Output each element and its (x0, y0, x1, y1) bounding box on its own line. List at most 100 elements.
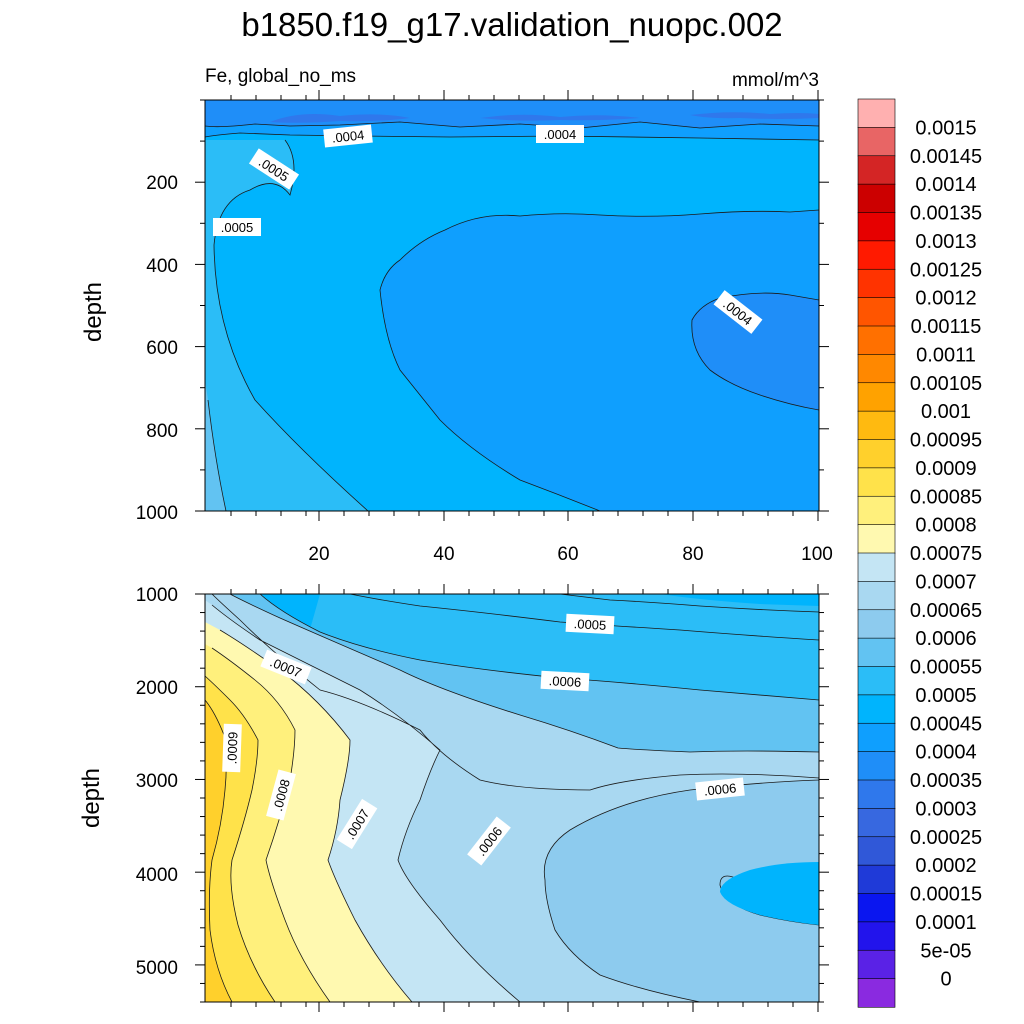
colorbar-box (857, 467, 896, 497)
colorbar-box (857, 183, 896, 214)
upper-ytick-label-400: 400 (146, 256, 178, 277)
upper-xtick-label-100: 100 (801, 544, 833, 565)
upper-contour-label-2: .0005 (248, 148, 300, 190)
colorbar-label: 0.00105 (910, 373, 982, 395)
svg-text:.0004: .0004 (331, 127, 365, 145)
upper-contour-label-1: .0004 (536, 125, 584, 143)
colorbar-label: 0 (940, 969, 951, 991)
colorbar-box (857, 127, 896, 157)
lower-contour-label-4: .0008 (266, 769, 296, 821)
colorbar-box (857, 524, 896, 554)
colorbar-label: 0.0002 (915, 855, 976, 877)
upper-y-ticks (195, 99, 829, 512)
colorbar-label: 0.0005 (915, 685, 976, 707)
colorbar-box (857, 268, 896, 299)
upper-fill-0p00035-pocket (691, 293, 819, 410)
subtitle-right: mmol/m^3 (732, 70, 819, 91)
colorbar-box (857, 637, 896, 668)
colorbar-label: 0.00035 (910, 770, 982, 792)
colorbar-label: 0.0008 (915, 515, 976, 537)
upper-fill-0p0004-interior (380, 210, 819, 511)
lower-contour-label-7: .0006 (695, 777, 745, 801)
colorbar-label: 0.00015 (910, 884, 982, 906)
colorbar-box (857, 439, 896, 469)
upper-tick-marks (230, 90, 819, 521)
colorbar-label: 0.0015 (915, 117, 976, 139)
upper-ytick-label-200: 200 (146, 173, 178, 194)
colorbar-label: 0.00145 (910, 146, 982, 168)
colorbar-box (857, 495, 896, 526)
colorbar-box (857, 978, 896, 1008)
subtitle-left: Fe, global_no_ms (205, 66, 356, 87)
colorbar-box (857, 751, 896, 781)
colorbar-box (857, 949, 896, 980)
upper-fill-0p0005-left (205, 140, 368, 511)
colorbar: 0.0015 0.00145 0.0014 0.00135 0.0013 0.00125 0… (857, 98, 982, 1008)
upper-ytick-label-600: 600 (146, 338, 178, 359)
colorbar-box (857, 212, 896, 242)
colorbar-label: 0.0004 (915, 742, 976, 764)
colorbar-label: 0.0011 (916, 344, 976, 366)
lower-ylabel: depth (78, 768, 105, 828)
colorbar-box (857, 354, 896, 384)
upper-fill-0p0003-streaks (270, 112, 819, 123)
upper-xtick-label-40: 40 (433, 544, 454, 565)
colorbar-label: 0.00095 (910, 430, 982, 452)
colorbar-box (857, 297, 896, 327)
colorbar-label: 0.00135 (910, 203, 982, 225)
colorbar-box (857, 325, 896, 355)
colorbar-box (857, 98, 896, 128)
lower-contour-field (205, 594, 819, 1002)
colorbar-box (857, 893, 896, 923)
lower-contour-label-2: .0006 (540, 670, 590, 692)
lower-ytick-label-4000: 4000 (136, 865, 178, 886)
upper-xtick-label-20: 20 (308, 544, 329, 565)
svg-text:.0004: .0004 (544, 127, 577, 142)
upper-panel: 20 40 60 80 100 200 400 600 800 1000 dep… (80, 90, 833, 565)
colorbar-label: 0.00125 (910, 259, 982, 281)
colorbar-label: 5e-05 (920, 940, 971, 962)
colorbar-labels: 0.0015 0.00145 0.0014 0.00135 0.0013 0.00125 0… (910, 117, 982, 990)
colorbar-label: 0.00075 (910, 543, 982, 565)
lower-fill-0p00045-top (660, 594, 819, 606)
svg-text:.0009: .0009 (224, 731, 240, 764)
lower-contour-label-0: .0005 (565, 613, 615, 635)
svg-text:.0006: .0006 (703, 780, 737, 798)
upper-fill-0p00055-left (205, 380, 226, 511)
colorbar-label: 0.0003 (915, 798, 976, 820)
colorbar-box (857, 779, 896, 809)
colorbar-box (857, 581, 896, 611)
colorbar-label: 0.0014 (915, 174, 976, 196)
lower-ytick-label-1000: 1000 (136, 585, 178, 606)
colorbar-label: 0.0012 (915, 288, 976, 310)
upper-ylabel: depth (80, 282, 107, 342)
colorbar-box (857, 155, 896, 185)
colorbar-box (857, 552, 896, 582)
colorbar-label: 0.001 (921, 401, 971, 423)
colorbar-box (857, 666, 896, 696)
lower-fill-0p00045-pocket (720, 862, 819, 925)
colorbar-label: 0.00045 (910, 713, 982, 735)
colorbar-box (857, 864, 896, 895)
colorbar-box (857, 722, 896, 753)
upper-ytick-label-1000: 1000 (136, 503, 178, 524)
svg-text:.0005: .0005 (221, 220, 254, 235)
upper-ytick-label-800: 800 (146, 421, 178, 442)
colorbar-box (857, 410, 896, 441)
svg-text:.0005: .0005 (573, 616, 606, 633)
lower-ytick-label-2000: 2000 (136, 678, 178, 699)
lower-ytick-label-5000: 5000 (136, 958, 178, 979)
colorbar-label: 0.00025 (910, 827, 982, 849)
lower-panel: 1000 2000 3000 4000 5000 depth .0005 .00… (78, 584, 829, 1012)
lower-ytick-label-3000: 3000 (136, 771, 178, 792)
colorbar-label: 0.00065 (910, 600, 982, 622)
colorbar-label: 0.0001 (915, 912, 976, 934)
colorbar-label: 0.00055 (910, 657, 982, 679)
colorbar-label: 0.0007 (915, 571, 976, 593)
colorbar-box (857, 240, 896, 270)
colorbar-box (857, 808, 896, 838)
colorbar-box (857, 382, 896, 412)
upper-xtick-label-60: 60 (557, 544, 578, 565)
upper-xtick-label-80: 80 (682, 544, 703, 565)
